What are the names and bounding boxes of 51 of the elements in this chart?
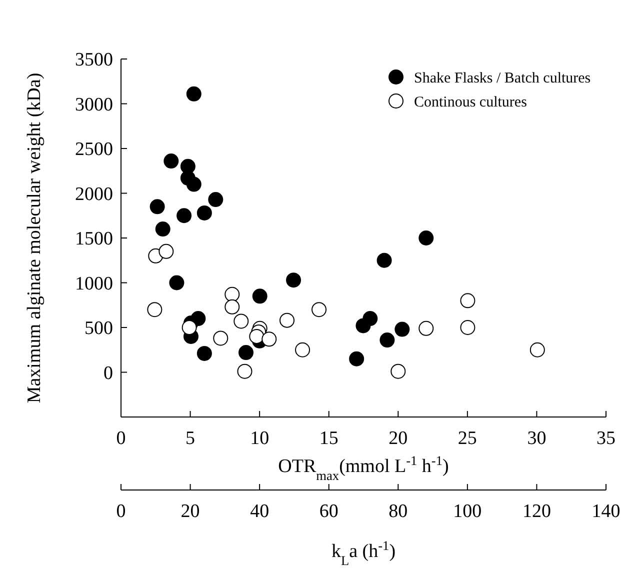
x2-tick-label: 60: [319, 501, 338, 522]
point: [349, 351, 364, 366]
x2-tick-label: 40: [250, 501, 270, 522]
point: [376, 252, 392, 268]
point: [380, 332, 395, 348]
x-tick-label: 10: [250, 428, 270, 449]
x2-tick-label: 0: [116, 501, 126, 522]
point: [252, 288, 268, 304]
y-tick-label: 1000: [75, 273, 113, 294]
x-tick-label: 0: [116, 428, 126, 449]
x-tick-label: 35: [596, 428, 616, 449]
point: [186, 176, 202, 192]
point: [356, 318, 371, 334]
x-tick-label: 20: [388, 428, 408, 449]
point: [155, 222, 170, 237]
x2-tick-label: 100: [453, 501, 482, 522]
x2-axis-title: k$_{L}$a (h$^{-1}$): [331, 538, 396, 568]
point: [238, 345, 254, 360]
point: [186, 86, 202, 102]
y-tick-label: 1500: [75, 228, 113, 250]
y-axis-title: Maximum alginate molecular weight (kDa): [24, 72, 45, 404]
x-tick-label: 15: [319, 428, 338, 449]
x-axis-title: OTR$_{max}$(mmol L$^{-1}$ h$^{-1}$): [278, 452, 449, 482]
x2-tick-label: 140: [592, 501, 620, 522]
y-tick-label: 3500: [75, 50, 113, 71]
legend-label: Continous cultures: [414, 94, 528, 110]
y-tick-label: 2000: [75, 184, 113, 205]
y-tick-label: 0: [104, 362, 113, 384]
x-tick-label: 25: [458, 428, 477, 449]
x-tick-label: 30: [527, 428, 546, 449]
legend-label: Shake Flasks / Batch cultures: [414, 70, 591, 86]
point: [208, 192, 224, 208]
point: [150, 199, 165, 214]
y-tick-label: 500: [84, 318, 113, 340]
point: [418, 230, 434, 246]
point: [164, 154, 179, 169]
point: [169, 275, 184, 290]
point: [249, 328, 264, 344]
x2-tick-label: 20: [180, 501, 200, 522]
point: [394, 322, 410, 337]
point: [262, 332, 277, 347]
x2-tick-label: 80: [388, 501, 408, 522]
x-tick-label: 5: [186, 428, 196, 449]
y-tick-label: 2500: [75, 139, 113, 160]
point: [182, 320, 197, 335]
x2-tick-label: 120: [522, 501, 551, 522]
point: [196, 205, 212, 220]
point: [286, 272, 302, 288]
y-tick-label: 3000: [75, 94, 113, 116]
point: [196, 346, 212, 361]
point: [176, 208, 192, 224]
